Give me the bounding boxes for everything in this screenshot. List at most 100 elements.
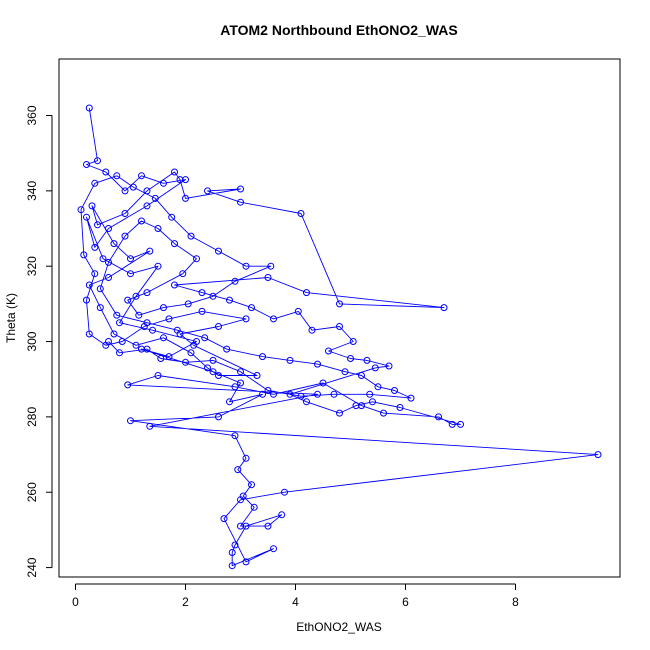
data-point [154,225,162,232]
x-tick-label: 6 [402,595,409,609]
data-point [96,285,104,293]
data-point [160,179,167,187]
data-point [121,210,129,217]
data-point [102,168,110,176]
data-point [267,262,275,270]
data-point [124,381,132,389]
data-point [83,213,90,221]
data-point [385,362,393,370]
data-point [127,417,134,425]
data-point [85,281,93,289]
data-point [151,194,159,202]
data-point [259,353,266,361]
data-point [231,432,239,440]
data-point [171,240,178,248]
x-tick-label: 8 [512,595,519,609]
data-point [308,326,316,334]
data-point [407,394,415,402]
data-point [237,368,244,376]
data-point [297,210,305,217]
x-axis: 0 2 4 6 8 [72,583,519,609]
y-tick-label: 340 [25,181,39,201]
data-point [96,304,104,312]
data-point [223,345,231,353]
data-point [94,221,101,229]
data-point [146,247,154,255]
data-point [264,274,272,281]
y-tick-label: 240 [25,557,39,577]
data-point [215,323,222,330]
data-point [231,541,239,549]
data-point [286,390,294,398]
data-point [278,511,286,519]
data-point [358,372,365,379]
data-point [352,402,360,410]
data-point [193,255,200,263]
data-point [457,420,464,428]
data-point [237,496,244,504]
data-point [184,300,192,308]
data-point [286,356,294,364]
x-tick-label: 0 [72,595,79,609]
data-point [190,341,198,349]
data-point [105,225,112,232]
data-point [135,311,143,319]
data-point [91,179,99,187]
data-point [198,307,206,315]
data-point [349,338,357,345]
data-point [314,390,321,398]
data-point [85,104,93,112]
data-point [341,368,349,376]
data-point [187,232,195,240]
data-point [176,176,184,184]
data-point [127,270,134,278]
data-point [303,398,310,406]
data-point [99,255,107,263]
data-point [116,349,123,357]
data-point [220,515,228,523]
data-point [237,185,244,193]
data-point [228,549,236,556]
data-point [77,206,85,214]
data-point [116,319,123,327]
data-point [157,355,165,362]
data-point [594,451,602,459]
data-point [110,330,118,338]
x-tick-label: 4 [292,595,299,609]
data-point [85,330,93,338]
data-point [160,334,167,342]
data-point [250,503,258,511]
data-point [154,372,162,379]
data-point [242,454,250,462]
data-point [132,341,140,349]
x-axis-label: EthONO2_WAS [296,620,382,634]
data-point [294,307,302,315]
data-point [124,296,132,304]
data-point [198,289,206,297]
data-point [113,172,121,180]
chart-title: ATOM2 Northbound EthONO2_WAS [220,22,457,38]
data-point [242,262,250,270]
data-point [234,466,242,474]
data-point [237,198,244,206]
data-point [226,296,233,304]
data-point [228,562,236,570]
data-point [138,172,145,180]
data-point [105,338,112,345]
data-point [242,522,250,530]
y-axis: 240 260 280 300 320 340 360 [25,105,53,578]
y-axis-label: Theta (K) [4,293,18,343]
plot-series [77,104,602,570]
y-tick-label: 320 [25,256,39,276]
y-tick-label: 280 [25,407,39,427]
data-point [435,413,442,421]
data-point [143,202,151,210]
data-point [143,289,151,297]
data-point [105,258,112,266]
data-point [165,353,173,361]
data-point [110,240,118,248]
data-point [380,409,387,417]
data-point [121,232,129,240]
data-point [215,413,222,421]
